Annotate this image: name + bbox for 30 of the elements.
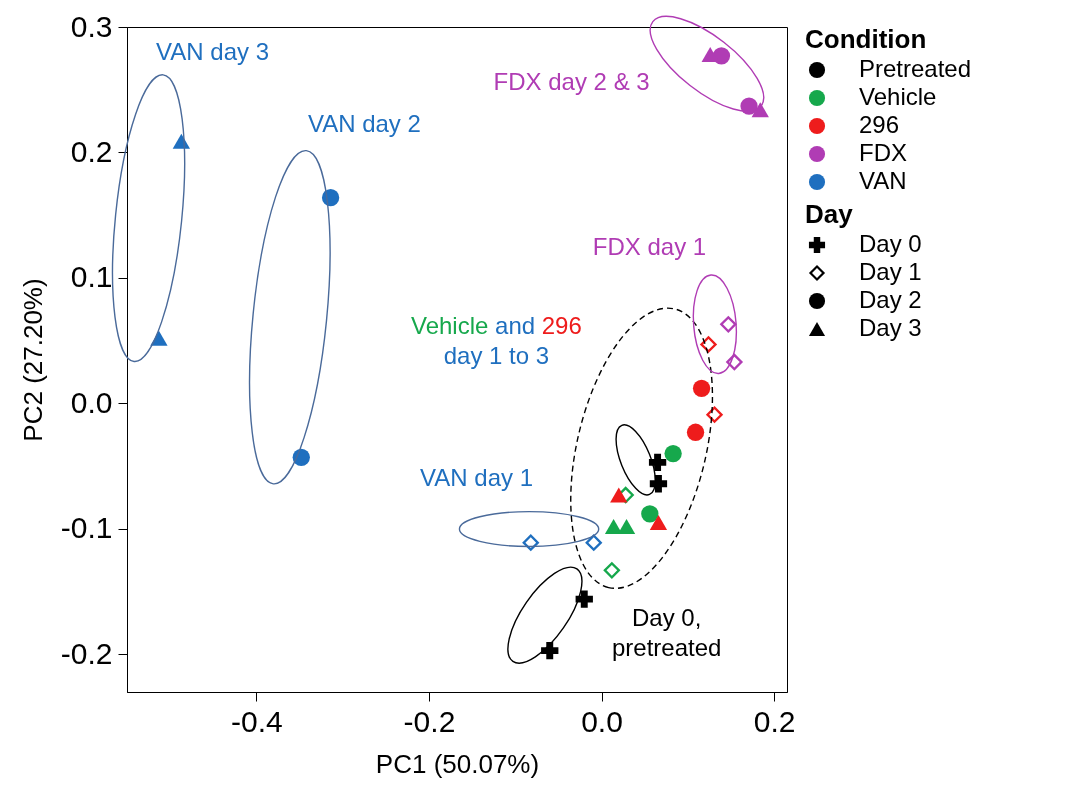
- x-tick-label: -0.2: [403, 704, 456, 738]
- annotation: VAN day 3: [156, 38, 270, 66]
- text: Day 2: [859, 286, 922, 313]
- x-tick-label: 0.0: [581, 704, 623, 738]
- text: Day: [805, 199, 854, 229]
- annotation: FDX day 2 & 3: [493, 67, 650, 95]
- text: Day 3: [859, 314, 922, 341]
- annotation: Day 0, pretreated: [611, 603, 722, 661]
- y-tick-label: -0.2: [60, 636, 113, 670]
- annotation: VAN day 1: [420, 463, 534, 491]
- y-tick-label: 0.3: [70, 9, 113, 43]
- legend-label: Pretreated: [859, 55, 972, 82]
- legend-label: 296: [859, 111, 900, 138]
- legend-title: Condition: [805, 24, 927, 54]
- y-tick-label: 0.0: [70, 385, 113, 419]
- x-tick-label: -0.4: [231, 704, 283, 738]
- y-tick-label: 0.2: [70, 134, 113, 168]
- y-tick-label: 0.1: [70, 260, 113, 294]
- legend-label: FDX: [859, 139, 907, 166]
- y-axis-title: PC2 (27.20%): [17, 278, 48, 442]
- annotation: VAN day 2: [307, 110, 421, 138]
- x-tick-label: 0.2: [753, 704, 796, 738]
- legend-label: VAN: [859, 167, 907, 194]
- annotation: FDX day 1: [592, 233, 707, 261]
- text: Day 1: [859, 258, 922, 285]
- legend-label: Vehicle: [859, 83, 937, 110]
- text: Day 0: [859, 230, 922, 257]
- text: Vehicle and 296 day 1 to 3: [410, 311, 582, 369]
- x-axis-title: PC1 (50.07%): [375, 748, 540, 779]
- y-tick-label: -0.1: [60, 511, 113, 545]
